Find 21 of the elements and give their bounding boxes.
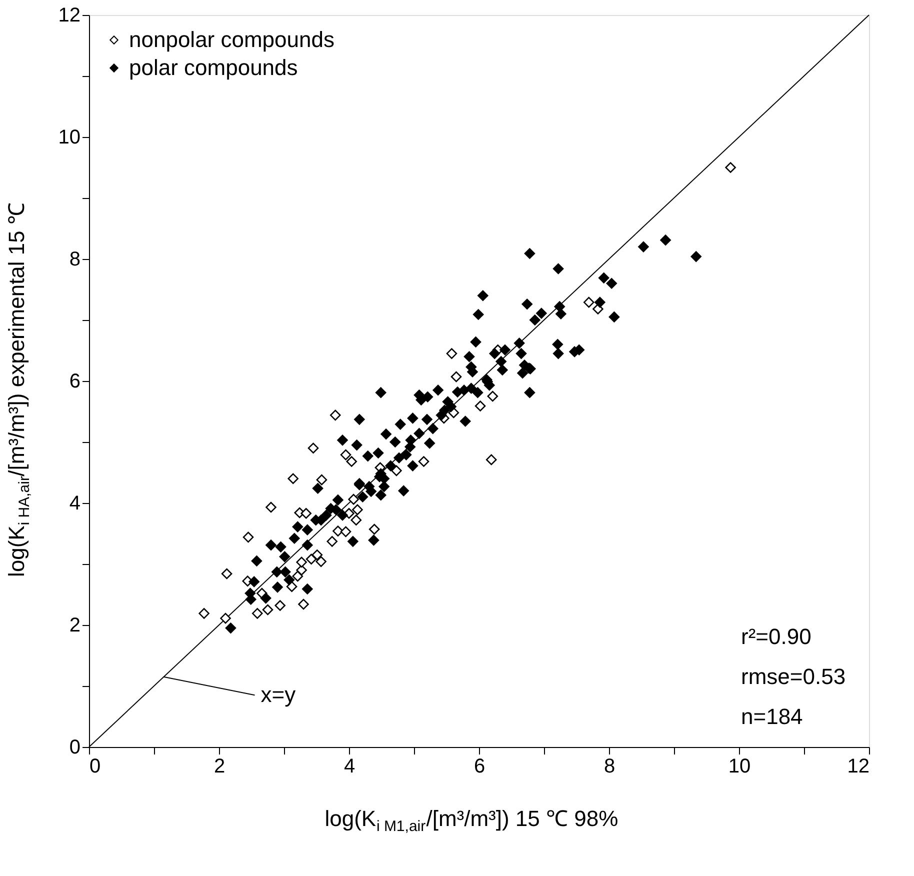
y-tick-label: 4	[69, 492, 80, 514]
x-tick-label: 8	[604, 756, 616, 778]
y-tick-label: 2	[69, 614, 80, 636]
legend-label: nonpolar compounds	[129, 27, 334, 52]
y-axis-title: log(Ki HA,air/[m³/m³]) experimental 15 ℃	[4, 202, 33, 577]
x-tick-label: 2	[214, 756, 226, 778]
x-tick-label: 0	[90, 756, 101, 778]
x-tick-label: 12	[847, 756, 870, 778]
annotation: n=184	[741, 704, 803, 729]
y-tick-label: 12	[58, 4, 80, 26]
x-tick-label: 4	[344, 756, 356, 778]
annotation: rmse=0.53	[741, 664, 846, 689]
legend-label: polar compounds	[129, 55, 298, 80]
y-tick-label: 8	[69, 248, 80, 270]
annotation: x=y	[260, 682, 296, 708]
y-tick-label: 10	[58, 126, 80, 148]
x-tick-label: 6	[474, 756, 486, 778]
x-tick-label: 10	[728, 756, 751, 778]
y-tick-label: 6	[69, 370, 80, 392]
annotation: r²=0.90	[741, 624, 812, 649]
y-tick-label: 0	[69, 736, 80, 758]
